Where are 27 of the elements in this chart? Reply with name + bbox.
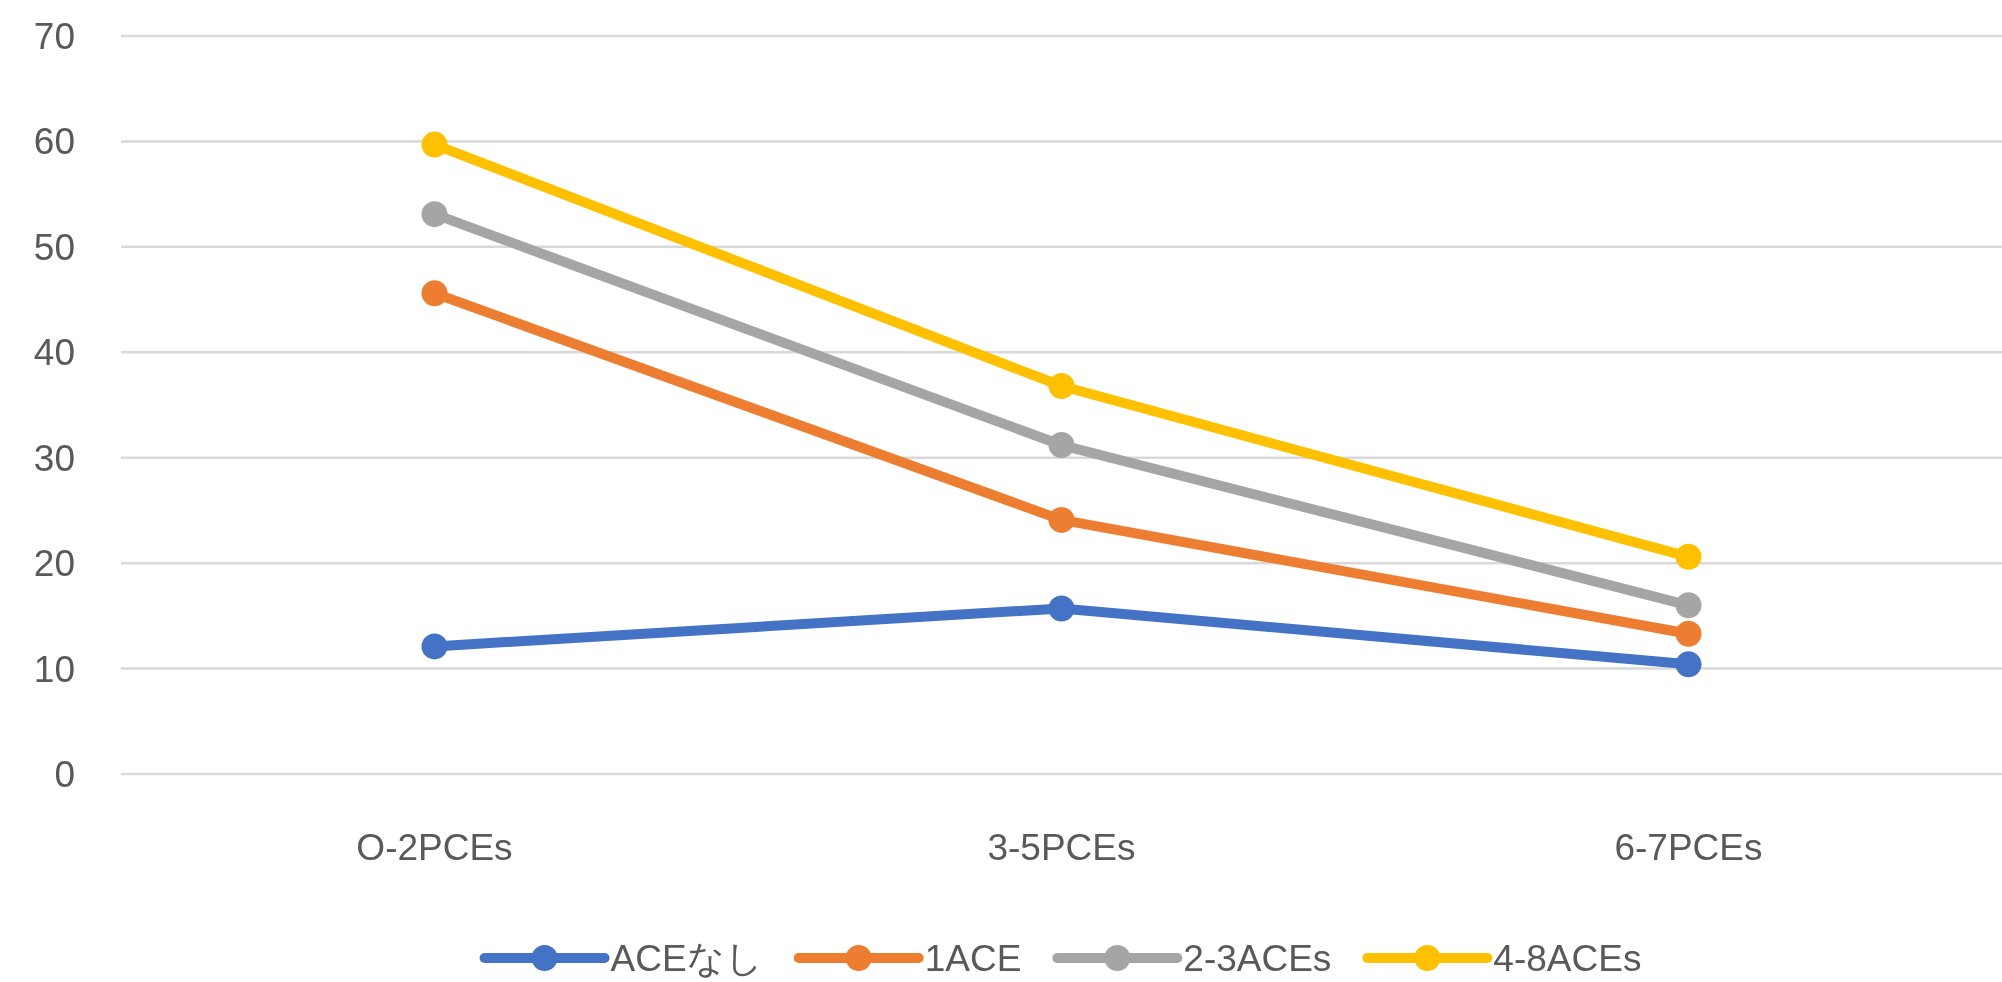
- point: [1048, 432, 1075, 459]
- legend-label: 4-8ACEs: [1493, 938, 1642, 979]
- legend-label: 1ACE: [924, 938, 1022, 979]
- point: [1048, 373, 1075, 400]
- point: [1675, 543, 1702, 570]
- y-tick-label: 20: [33, 543, 75, 585]
- y-tick-label: 60: [33, 121, 75, 163]
- legend-label: ACEなし: [610, 938, 763, 979]
- point: [1675, 651, 1702, 678]
- y-tick-label: 10: [33, 648, 75, 690]
- point: [1048, 506, 1075, 533]
- point: [1048, 595, 1075, 622]
- legend-label: 2-3ACEs: [1183, 938, 1332, 979]
- point: [1675, 592, 1702, 619]
- y-tick-label: 50: [33, 226, 75, 268]
- y-tick-label: 30: [33, 437, 75, 479]
- point: [421, 280, 448, 307]
- x-tick-label: 3-5PCEs: [987, 827, 1136, 868]
- y-tick-label: 0: [54, 754, 75, 795]
- x-tick-label: 6-7PCEs: [1614, 827, 1763, 868]
- point: [421, 633, 448, 660]
- point: [1675, 620, 1702, 647]
- x-tick-label: O-2PCEs: [356, 827, 513, 868]
- point: [421, 131, 448, 158]
- y-tick-label: 70: [33, 16, 75, 57]
- point: [421, 201, 448, 228]
- y-tick-label: 40: [33, 332, 75, 374]
